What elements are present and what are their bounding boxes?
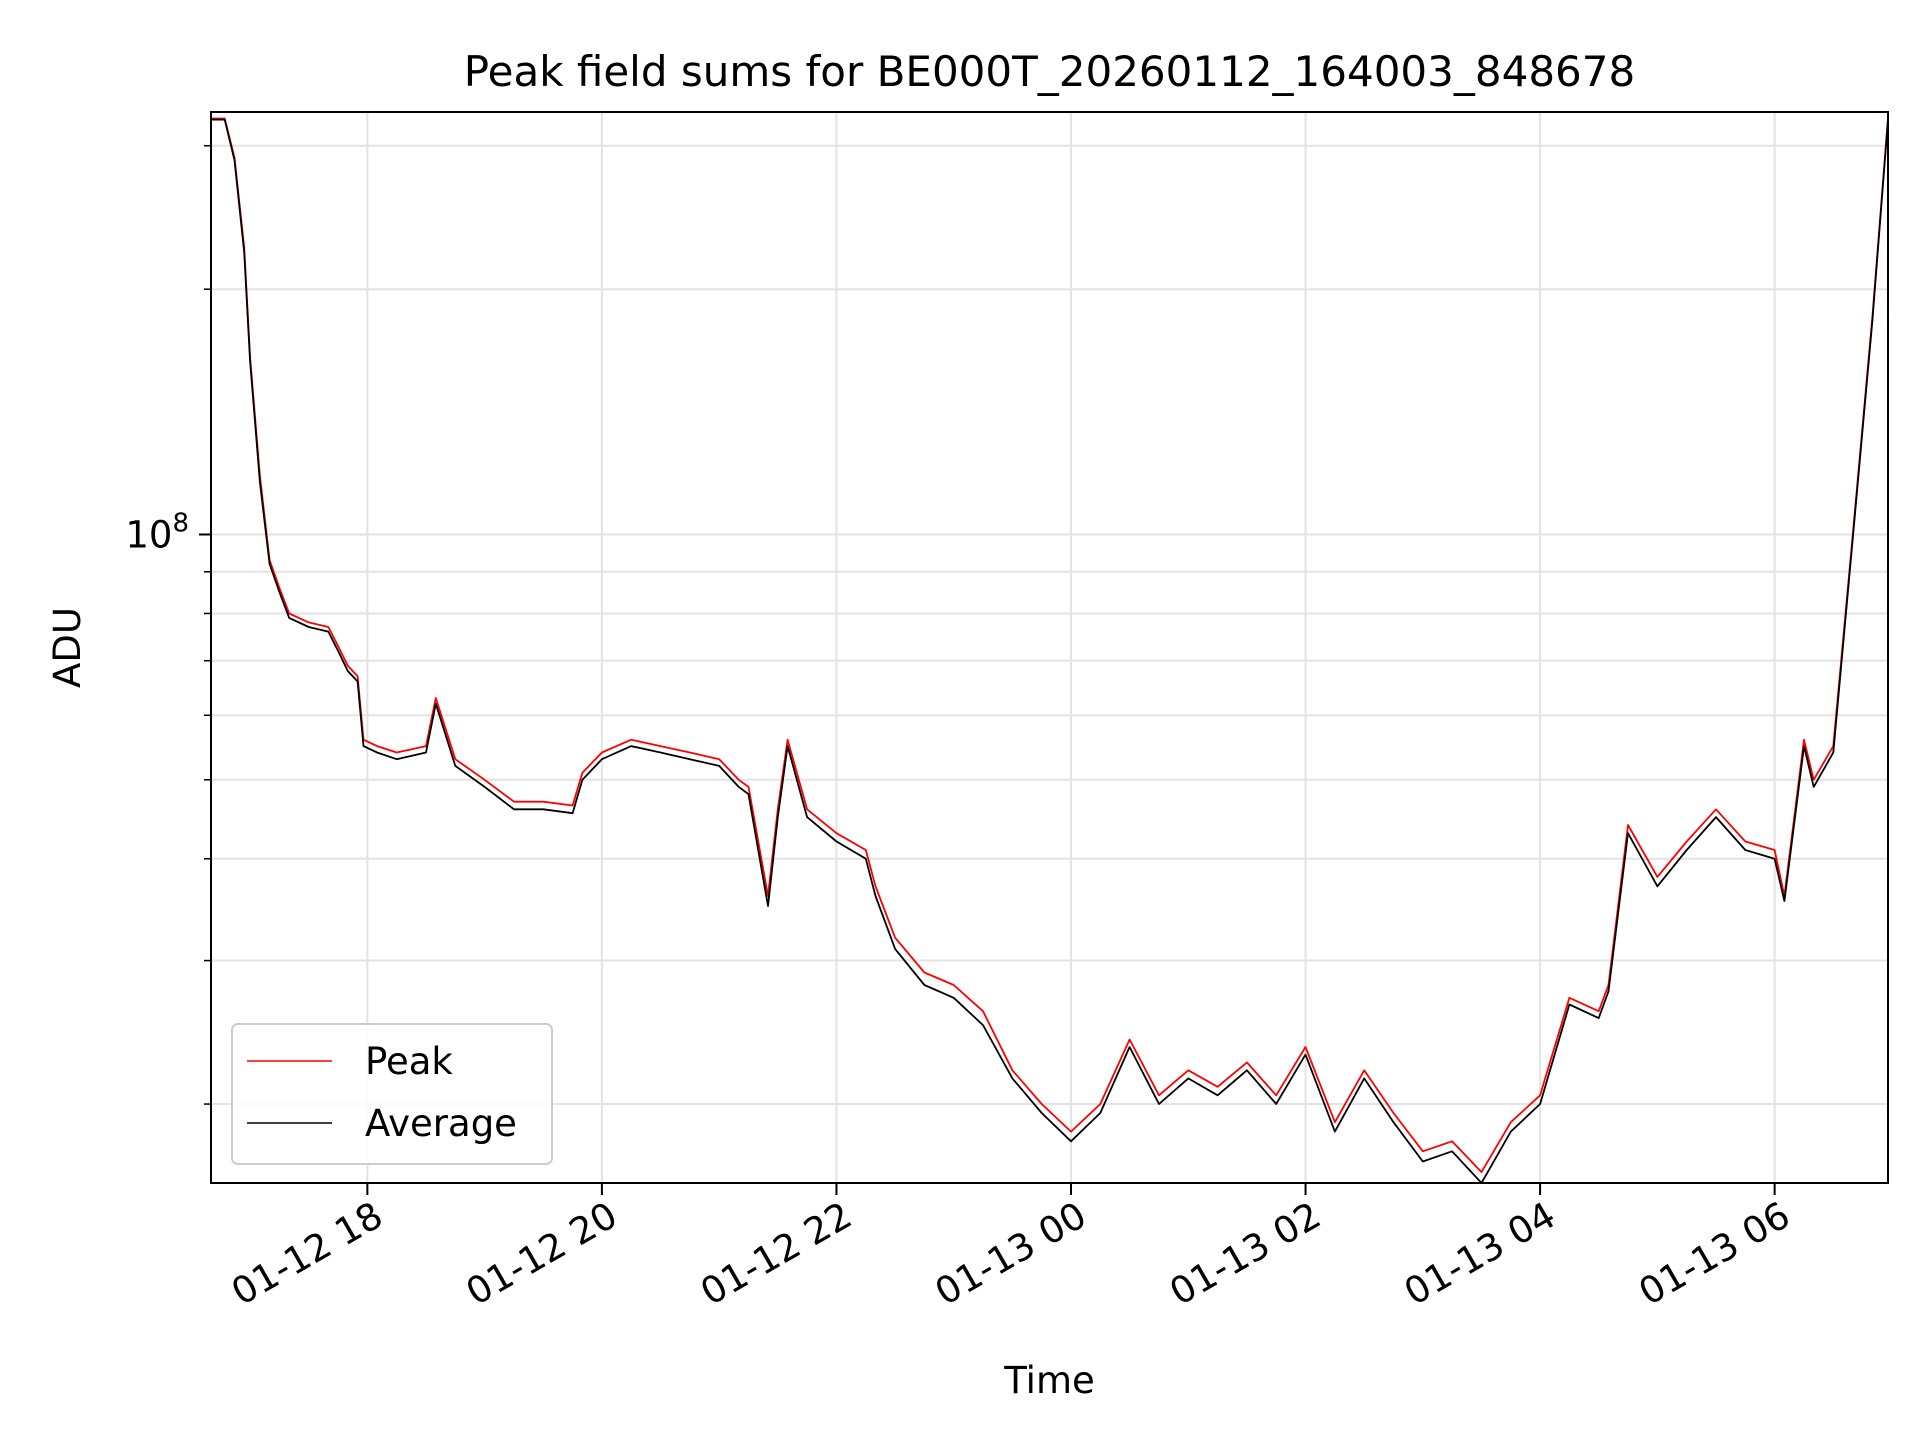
legend-label-peak: Peak bbox=[365, 1040, 453, 1083]
chart-title: Peak field sums for BE000T_20260112_1640… bbox=[464, 47, 1635, 96]
grid bbox=[211, 112, 1888, 1183]
plot-frame bbox=[210, 111, 1889, 1184]
y-tick-label: 108 bbox=[125, 508, 189, 556]
series-line-average bbox=[211, 118, 1888, 1183]
y-tick-exponent: 8 bbox=[172, 508, 189, 538]
legend-box bbox=[231, 1023, 553, 1165]
legend: Peak Average bbox=[231, 1023, 553, 1165]
x-axis-label: Time bbox=[1003, 1359, 1095, 1402]
y-axis-label: ADU bbox=[46, 607, 89, 688]
legend-label-average: Average bbox=[365, 1102, 517, 1145]
y-tick-base: 10 bbox=[125, 513, 172, 556]
series-lines bbox=[211, 117, 1888, 1183]
